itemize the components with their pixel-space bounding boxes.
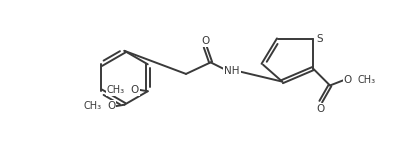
Text: O: O xyxy=(316,104,324,113)
Text: O: O xyxy=(343,75,351,85)
Text: O: O xyxy=(130,85,138,95)
Text: S: S xyxy=(316,34,322,44)
Text: NH: NH xyxy=(224,66,239,76)
Text: O: O xyxy=(200,36,209,46)
Text: O: O xyxy=(107,101,115,111)
Text: CH₃: CH₃ xyxy=(357,75,375,85)
Text: CH₃: CH₃ xyxy=(83,101,101,111)
Text: CH₃: CH₃ xyxy=(106,85,124,95)
